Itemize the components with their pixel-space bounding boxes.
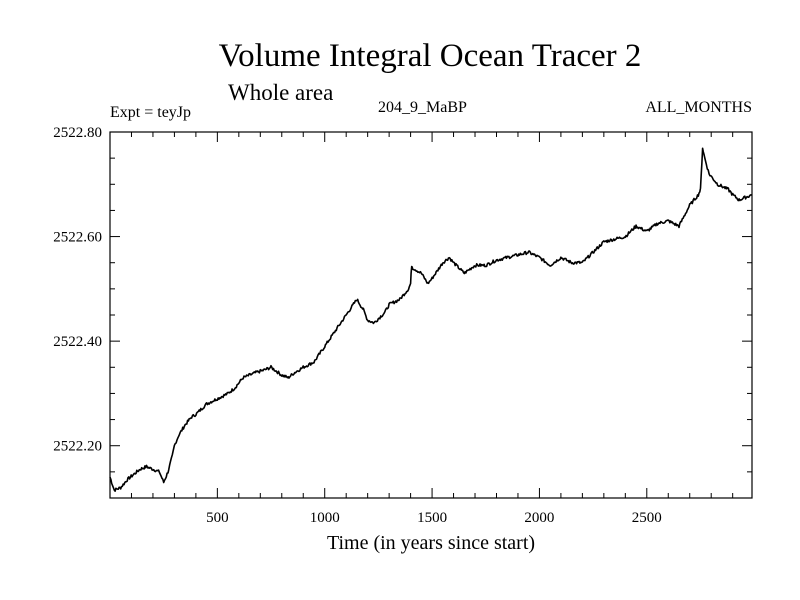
series-group [109,147,753,493]
y-tick-label: 2522.40 [53,334,102,350]
run-label: 204_9_MaBP [378,99,467,116]
chart-subtitle: Whole area [228,80,334,105]
chart-title: Volume Integral Ocean Tracer 2 [218,38,642,74]
y-tick-label: 2522.80 [53,125,102,141]
y-tick-label: 2522.60 [53,230,102,246]
experiment-label: Expt = teyJp [110,104,192,121]
x-tick-label: 2500 [632,510,662,526]
x-tick-label: 500 [206,510,229,526]
plot-frame [109,131,753,499]
x-axis-label: Time (in years since start) [326,532,536,554]
tick-labels: 500 1000 1500 2000 2500 2522.20 2522.40 2522.60… [53,125,662,526]
axis-ticks [110,131,752,499]
months-label: ALL_MONTHS [645,99,752,116]
x-tick-label: 1000 [310,510,340,526]
y-tick-label: 2522.20 [53,439,102,455]
x-tick-label: 1500 [417,510,447,526]
x-tick-label: 2000 [524,510,554,526]
series-line [109,147,753,493]
